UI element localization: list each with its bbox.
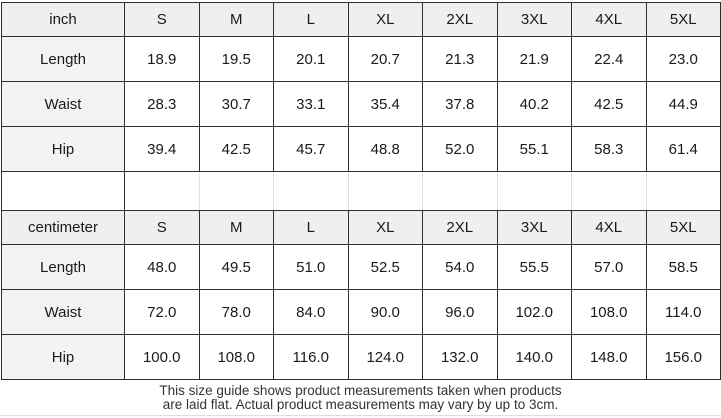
spacer-cell [273, 171, 349, 211]
bottom-divider [0, 415, 721, 418]
measurement-cell: 156.0 [645, 334, 721, 380]
measurement-cell: 42.5 [198, 126, 274, 172]
row-label-cell: Hip [1, 126, 125, 172]
measurement-cell: 40.2 [496, 81, 572, 127]
measurement-cell: 84.0 [273, 289, 349, 335]
row-label-cell: Waist [1, 81, 125, 127]
measurement-cell: 20.7 [347, 36, 423, 82]
row-label-cell: Length [1, 36, 125, 82]
size-header-cell: 2XL [422, 210, 498, 245]
measurement-cell: 108.0 [198, 334, 274, 380]
centimeter-header-row: centimeter S M L XL 2XL 3XL 4XL 5XL [1, 210, 721, 245]
measurement-cell: 44.9 [645, 81, 721, 127]
measurement-cell: 49.5 [198, 244, 274, 290]
centimeter-hip-row: Hip 100.0 108.0 116.0 124.0 132.0 140.0 … [1, 334, 721, 380]
size-guide-disclaimer: This size guide shows product measuremen… [0, 383, 721, 412]
measurement-cell: 78.0 [198, 289, 274, 335]
measurement-cell: 20.1 [273, 36, 349, 82]
size-header-cell: M [198, 2, 274, 37]
measurement-cell: 55.1 [496, 126, 572, 172]
spacer-cell [124, 171, 200, 211]
measurement-cell: 90.0 [347, 289, 423, 335]
measurement-cell: 19.5 [198, 36, 274, 82]
measurement-cell: 48.8 [347, 126, 423, 172]
table-spacer-row [1, 171, 721, 211]
spacer-cell [422, 171, 498, 211]
row-label-cell: Hip [1, 334, 125, 380]
size-header-cell: XL [347, 2, 423, 37]
measurement-cell: 42.5 [571, 81, 647, 127]
measurement-cell: 114.0 [645, 289, 721, 335]
unit-label-centimeter: centimeter [1, 210, 125, 245]
measurement-cell: 28.3 [124, 81, 200, 127]
measurement-cell: 30.7 [198, 81, 274, 127]
centimeter-length-row: Length 48.0 49.5 51.0 52.5 54.0 55.5 57.… [1, 244, 721, 290]
measurement-cell: 108.0 [571, 289, 647, 335]
measurement-cell: 58.3 [571, 126, 647, 172]
centimeter-waist-row: Waist 72.0 78.0 84.0 90.0 96.0 102.0 108… [1, 289, 721, 335]
measurement-cell: 102.0 [496, 289, 572, 335]
size-guide-table: inch S M L XL 2XL 3XL 4XL 5XL Length 18.… [1, 2, 721, 380]
inch-waist-row: Waist 28.3 30.7 33.1 35.4 37.8 40.2 42.5… [1, 81, 721, 127]
size-header-cell: XL [347, 210, 423, 245]
measurement-cell: 18.9 [124, 36, 200, 82]
measurement-cell: 51.0 [273, 244, 349, 290]
size-header-cell: 5XL [645, 2, 721, 37]
size-header-cell: 4XL [571, 2, 647, 37]
spacer-cell [198, 171, 274, 211]
size-header-cell: S [124, 210, 200, 245]
measurement-cell: 140.0 [496, 334, 572, 380]
size-header-cell: L [273, 210, 349, 245]
size-header-cell: S [124, 2, 200, 37]
size-header-cell: 3XL [496, 210, 572, 245]
row-label-cell: Waist [1, 289, 125, 335]
measurement-cell: 21.9 [496, 36, 572, 82]
spacer-cell [347, 171, 423, 211]
measurement-cell: 96.0 [422, 289, 498, 335]
measurement-cell: 55.5 [496, 244, 572, 290]
row-label-cell: Length [1, 244, 125, 290]
unit-label-inch: inch [1, 2, 125, 37]
size-header-cell: 5XL [645, 210, 721, 245]
measurement-cell: 52.5 [347, 244, 423, 290]
measurement-cell: 124.0 [347, 334, 423, 380]
inch-header-row: inch S M L XL 2XL 3XL 4XL 5XL [1, 2, 721, 37]
measurement-cell: 48.0 [124, 244, 200, 290]
size-header-cell: 4XL [571, 210, 647, 245]
measurement-cell: 35.4 [347, 81, 423, 127]
measurement-cell: 61.4 [645, 126, 721, 172]
measurement-cell: 39.4 [124, 126, 200, 172]
measurement-cell: 45.7 [273, 126, 349, 172]
measurement-cell: 54.0 [422, 244, 498, 290]
size-header-cell: M [198, 210, 274, 245]
measurement-cell: 132.0 [422, 334, 498, 380]
size-header-cell: L [273, 2, 349, 37]
measurement-cell: 23.0 [645, 36, 721, 82]
size-header-cell: 3XL [496, 2, 572, 37]
measurement-cell: 100.0 [124, 334, 200, 380]
inch-length-row: Length 18.9 19.5 20.1 20.7 21.3 21.9 22.… [1, 36, 721, 82]
size-header-cell: 2XL [422, 2, 498, 37]
disclaimer-line-2: are laid flat. Actual product measuremen… [162, 397, 559, 412]
spacer-cell [645, 171, 721, 211]
measurement-cell: 116.0 [273, 334, 349, 380]
spacer-cell [571, 171, 647, 211]
measurement-cell: 22.4 [571, 36, 647, 82]
measurement-cell: 72.0 [124, 289, 200, 335]
measurement-cell: 57.0 [571, 244, 647, 290]
measurement-cell: 58.5 [645, 244, 721, 290]
inch-hip-row: Hip 39.4 42.5 45.7 48.8 52.0 55.1 58.3 6… [1, 126, 721, 172]
measurement-cell: 148.0 [571, 334, 647, 380]
measurement-cell: 21.3 [422, 36, 498, 82]
spacer-cell [1, 171, 125, 211]
measurement-cell: 52.0 [422, 126, 498, 172]
disclaimer-line-1: This size guide shows product measuremen… [159, 383, 562, 398]
measurement-cell: 37.8 [422, 81, 498, 127]
spacer-cell [496, 171, 572, 211]
measurement-cell: 33.1 [273, 81, 349, 127]
